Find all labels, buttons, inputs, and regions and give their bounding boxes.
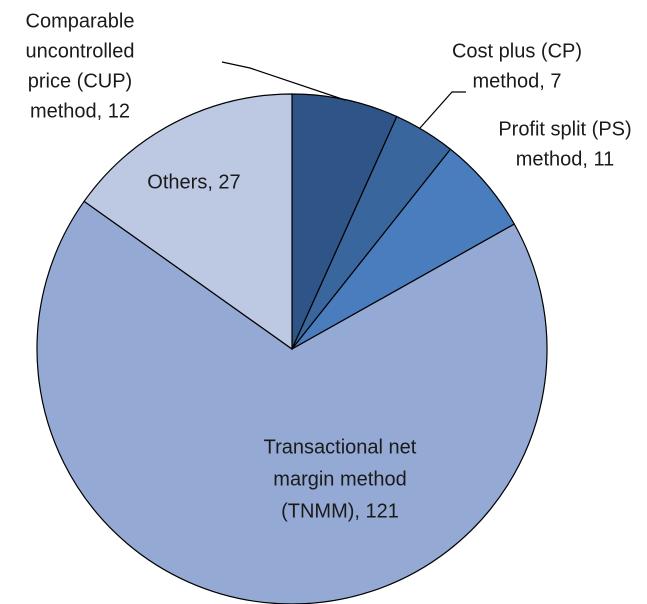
leader-line <box>221 61 346 101</box>
data-label: (TNMM), 121 <box>281 500 399 522</box>
data-label: Profit split (PS) <box>498 118 631 140</box>
data-label: margin method <box>273 468 406 490</box>
data-label: uncontrolled <box>26 40 135 62</box>
pie-slice <box>83 93 293 351</box>
pie-slice <box>291 93 398 350</box>
data-label: Transactional net <box>264 436 417 458</box>
data-label: method, 11 <box>516 148 615 170</box>
leader-line <box>419 91 466 129</box>
data-label: price (CUP) <box>28 70 132 92</box>
data-label: method, 12 <box>30 100 130 122</box>
data-label: Comparable <box>26 10 135 32</box>
data-label: Others, 27 <box>147 171 240 193</box>
data-label: method, 7 <box>473 70 562 92</box>
data-label: Cost plus (CP) <box>452 40 582 62</box>
